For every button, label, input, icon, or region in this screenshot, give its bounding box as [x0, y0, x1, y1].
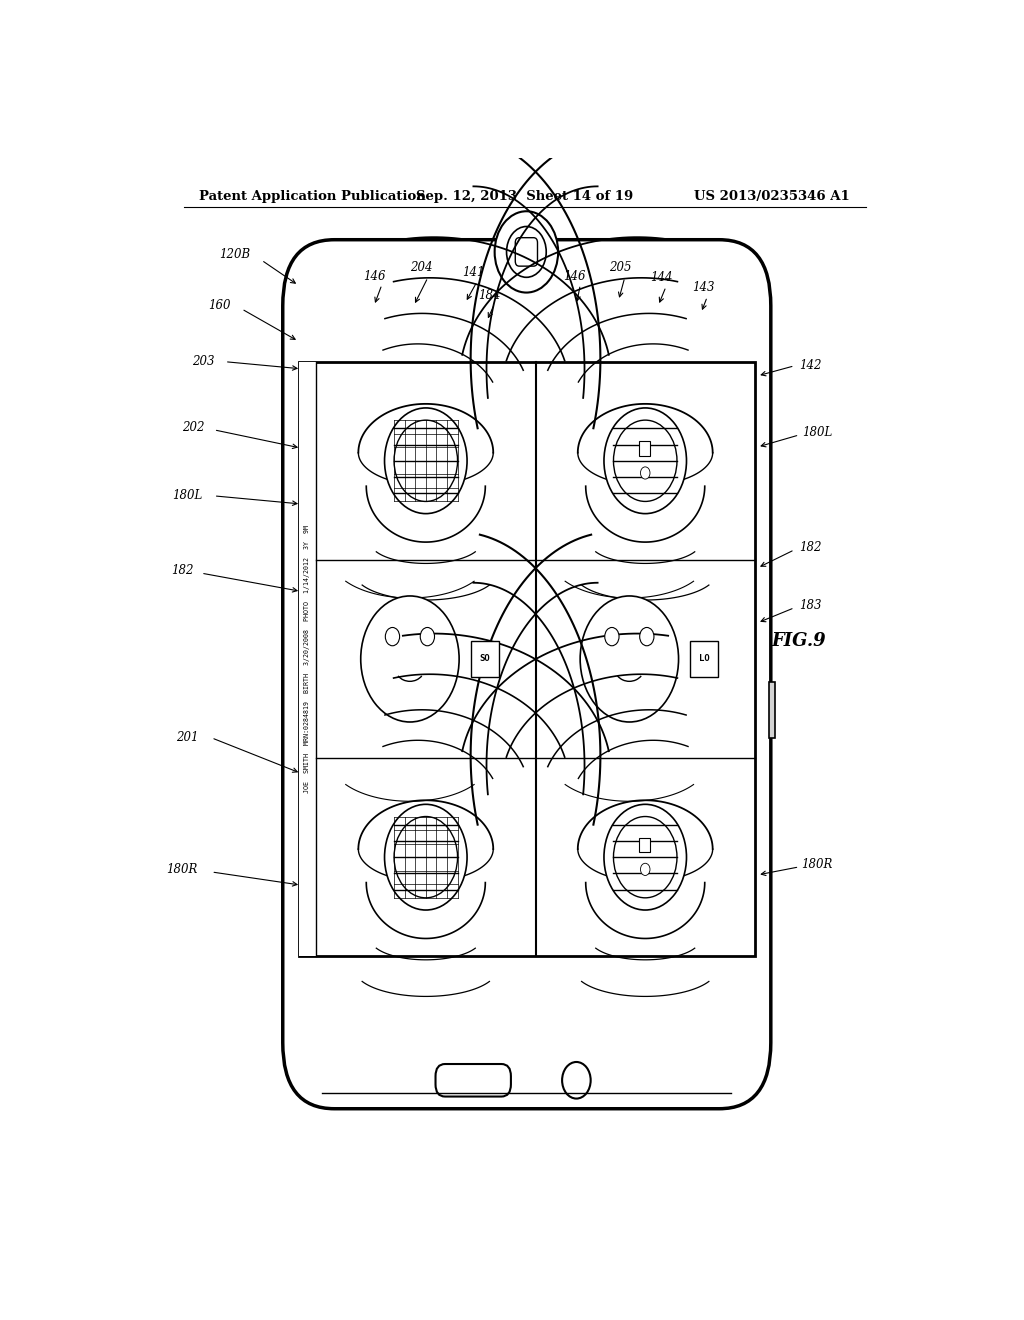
Text: 204: 204 — [411, 260, 433, 273]
Circle shape — [581, 595, 679, 722]
Text: 202: 202 — [182, 421, 205, 434]
Circle shape — [604, 408, 686, 513]
Text: 184: 184 — [478, 289, 501, 302]
Text: LO: LO — [699, 655, 710, 664]
Bar — [299, 362, 755, 956]
Text: JOE  SMITH  MRN:0284819  BIRTH  3/20/2008  PHOTO  1/14/2012  3Y  9M: JOE SMITH MRN:0284819 BIRTH 3/20/2008 PH… — [304, 525, 310, 793]
Text: 201: 201 — [176, 731, 199, 744]
Text: 160: 160 — [208, 300, 230, 313]
Text: 180L: 180L — [172, 490, 203, 503]
Text: 141: 141 — [462, 265, 484, 279]
Circle shape — [385, 804, 467, 909]
Text: 146: 146 — [362, 269, 385, 282]
Text: 205: 205 — [609, 260, 631, 273]
FancyBboxPatch shape — [283, 240, 771, 1109]
Circle shape — [562, 1063, 591, 1098]
FancyBboxPatch shape — [515, 238, 538, 267]
Text: 144: 144 — [650, 271, 673, 284]
Text: 182: 182 — [171, 564, 194, 577]
Text: 180R: 180R — [801, 858, 833, 871]
Circle shape — [495, 211, 558, 293]
FancyBboxPatch shape — [435, 1064, 511, 1097]
Circle shape — [507, 227, 546, 277]
Text: 182: 182 — [800, 541, 821, 554]
Circle shape — [613, 420, 677, 502]
Circle shape — [360, 595, 459, 722]
Bar — [639, 441, 650, 455]
Text: 180R: 180R — [166, 863, 198, 876]
Text: 146: 146 — [563, 269, 586, 282]
Text: 142: 142 — [800, 359, 821, 372]
Circle shape — [420, 627, 434, 645]
Circle shape — [640, 627, 654, 645]
Circle shape — [605, 627, 620, 645]
Text: 203: 203 — [193, 355, 215, 368]
Bar — [690, 640, 718, 677]
Circle shape — [604, 804, 686, 909]
Bar — [471, 640, 499, 677]
Text: FIG.9: FIG.9 — [771, 632, 826, 651]
Bar — [299, 362, 316, 956]
Circle shape — [394, 420, 458, 502]
Circle shape — [640, 863, 650, 875]
Bar — [639, 838, 650, 853]
Text: 120B: 120B — [219, 248, 251, 261]
Text: US 2013/0235346 A1: US 2013/0235346 A1 — [694, 190, 850, 202]
Text: Patent Application Publication: Patent Application Publication — [200, 190, 426, 202]
Circle shape — [613, 817, 677, 898]
Circle shape — [385, 627, 399, 645]
Text: Sep. 12, 2013  Sheet 14 of 19: Sep. 12, 2013 Sheet 14 of 19 — [416, 190, 634, 202]
Text: 183: 183 — [800, 599, 821, 612]
Circle shape — [640, 467, 650, 479]
Circle shape — [385, 408, 467, 513]
Text: SO: SO — [479, 655, 490, 664]
Text: 180L: 180L — [802, 426, 831, 440]
Bar — [769, 682, 775, 738]
Text: 143: 143 — [692, 281, 715, 294]
Circle shape — [394, 817, 458, 898]
